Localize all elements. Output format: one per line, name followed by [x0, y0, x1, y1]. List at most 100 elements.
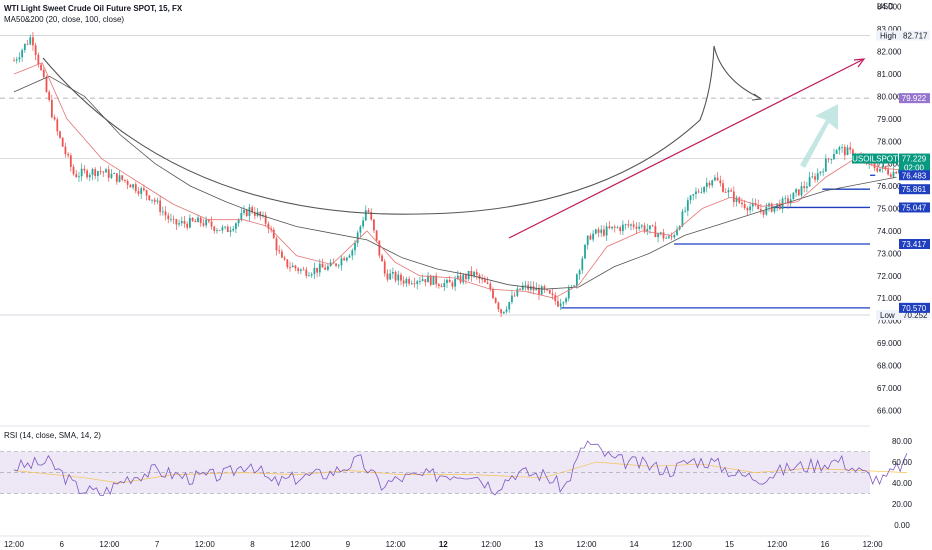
candle-body: [711, 180, 714, 186]
candle-body: [892, 171, 895, 177]
candle-body: [110, 173, 113, 178]
candle-body: [830, 159, 833, 160]
candle-body: [191, 217, 194, 221]
candle-body: [427, 275, 429, 283]
x-tick-label: 12:00: [386, 540, 407, 549]
price-tags: High 82.717 Low 70.252 79.922 USOILSPOT 77.229…: [852, 30, 930, 320]
candle-body: [838, 147, 841, 151]
candle-body: [210, 221, 213, 227]
level-tag-bg: [899, 184, 930, 195]
candle-body: [278, 250, 281, 252]
candle-body: [681, 211, 684, 227]
candle-body: [183, 220, 186, 224]
candle-body: [286, 259, 289, 268]
candle-body: [849, 147, 852, 150]
x-tick-label: 14: [630, 540, 639, 549]
candle-body: [475, 271, 478, 275]
candle-body: [773, 206, 776, 212]
candle-body: [662, 232, 665, 239]
candle-body: [378, 240, 381, 256]
candle-body: [156, 200, 159, 202]
candle-body: [118, 175, 121, 182]
level-tag-value: 73.417: [902, 240, 927, 249]
candle-body: [386, 273, 389, 280]
candle-body: [245, 209, 248, 217]
candle-body: [383, 261, 386, 274]
candle-body: [416, 281, 419, 284]
candle-body: [697, 191, 700, 193]
candle-body: [253, 212, 256, 216]
candle-body: [638, 226, 641, 229]
candle-body: [107, 169, 110, 178]
rsi-tick-label: 60.00: [892, 458, 913, 467]
candle-body: [841, 147, 843, 148]
candle-body: [616, 227, 619, 229]
candle-body: [29, 37, 32, 45]
candle-body: [96, 171, 99, 177]
candle-body: [887, 169, 889, 175]
rsi-line: [13, 440, 908, 496]
candle-body: [240, 212, 243, 220]
price-axis[interactable]: 84.000 83.000 82.000 81.000 80.000 79.000 78.0…: [877, 2, 902, 415]
candle-body: [216, 230, 218, 232]
candle-body: [765, 206, 768, 215]
last-tag-value: 77.229: [902, 155, 927, 164]
candle-body: [348, 255, 351, 258]
candle-body: [80, 168, 83, 177]
candle-body: [23, 43, 26, 51]
candle-body: [194, 220, 197, 223]
candle-body: [364, 210, 367, 221]
low-value: 70.252: [903, 311, 928, 320]
candle-body: [478, 274, 481, 279]
candle-body: [291, 265, 294, 268]
candle-body: [161, 211, 164, 213]
candle-body: [105, 169, 107, 173]
candle-body: [757, 205, 760, 210]
rsi-tick-label: 80.00: [892, 437, 913, 446]
candle-body: [749, 206, 751, 211]
projection-arrow: [800, 104, 838, 168]
candle-body: [86, 170, 88, 178]
candle-body: [843, 147, 846, 156]
level-tag-bg: [899, 202, 930, 213]
time-axis[interactable]: 12:00 6 12:00 7 12:00 8 12:00 9 12:00 12 12:00 13 12…: [4, 540, 883, 549]
candle-body: [289, 267, 291, 268]
candle-body: [714, 177, 716, 181]
candle-body: [175, 219, 178, 225]
candle-body: [429, 275, 432, 285]
candle-body: [113, 173, 116, 174]
candle-body: [370, 212, 373, 220]
countdown-value: 02:00: [904, 164, 925, 173]
y-tick-label: 74.000: [877, 227, 902, 236]
candle-body: [432, 275, 435, 285]
candle-body: [410, 283, 413, 285]
candle-body: [743, 204, 746, 208]
candle-body: [456, 275, 459, 279]
candle-body: [562, 302, 565, 304]
candle-body: [884, 166, 887, 170]
candle-body: [567, 287, 570, 299]
candle-body: [440, 286, 443, 288]
candle-body: [61, 137, 64, 147]
symbol-tag-bg: [852, 153, 898, 164]
curve-arrowhead: [751, 93, 763, 101]
candle-body: [48, 91, 51, 100]
high-tag-bg: [876, 30, 930, 41]
y-tick-label: 70.000: [877, 317, 902, 326]
candle-body: [824, 158, 827, 172]
y-tick-label: 80.000: [877, 92, 902, 101]
candle-body: [532, 286, 535, 291]
candle-body: [489, 283, 492, 290]
y-tick-label: 76.000: [877, 182, 902, 191]
trend-arrow-line: [508, 59, 863, 239]
candle-body: [297, 268, 300, 271]
candle-body: [397, 274, 400, 281]
candle-body: [800, 186, 803, 196]
low-label: Low: [880, 311, 895, 320]
level-tag-bg: [899, 170, 930, 181]
candle-body: [727, 190, 730, 193]
candle-body: [592, 233, 595, 240]
y-tick-label: 73.000: [877, 249, 902, 258]
candle-body: [695, 191, 697, 195]
